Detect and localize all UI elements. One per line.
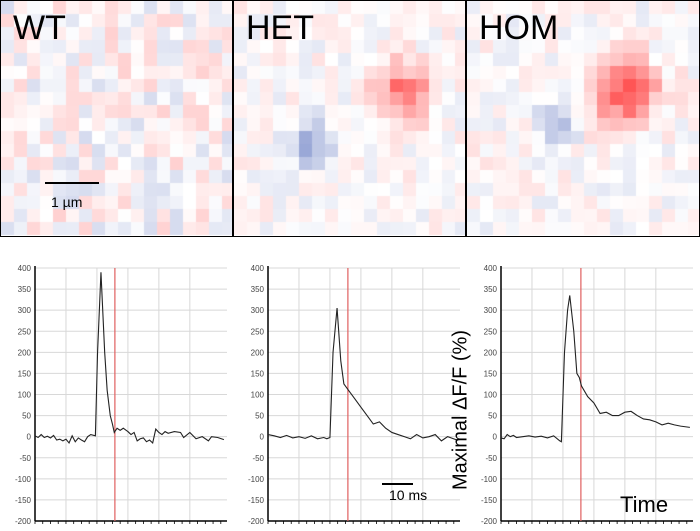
- time-scale-bar: [382, 483, 413, 485]
- heatmap-wt: WT 1 µm: [0, 0, 233, 237]
- heatmap-canvas: [234, 1, 465, 236]
- y-tick-label: 250: [18, 327, 32, 336]
- y-tick-label: 250: [484, 327, 498, 336]
- y-tick-label: 350: [251, 285, 265, 294]
- y-tick-label: -150: [248, 496, 265, 505]
- trace-line-hom: [500, 295, 690, 443]
- panel-label: HET: [246, 9, 314, 47]
- y-tick-label: -100: [15, 475, 32, 484]
- x-axis-label: Time: [620, 492, 669, 517]
- heatmap-canvas: [1, 1, 232, 236]
- y-tick-label: 0: [260, 433, 265, 442]
- y-tick-label: -50: [485, 454, 497, 463]
- y-tick-label: -200: [481, 517, 498, 526]
- y-axis-label: Maximal ΔF/F (%): [449, 329, 472, 491]
- heatmap-canvas: [467, 1, 699, 236]
- heatmap-hom: HOM: [466, 0, 700, 237]
- y-tick-label: 150: [251, 369, 265, 378]
- y-tick-label: 200: [484, 348, 498, 357]
- trace-charts: 400 350 300 250 200 150 100 50 0 -50 -100 -150 -200 4…: [15, 264, 693, 526]
- y-tick-label: -200: [248, 517, 265, 526]
- y-tick-label: 350: [18, 285, 32, 294]
- panel-label: HOM: [479, 9, 559, 47]
- y-tick-label: 400: [18, 264, 32, 273]
- y-tick-label: 100: [251, 391, 265, 400]
- y-tick-label: -50: [19, 454, 31, 463]
- y-tick-label: 0: [493, 433, 498, 442]
- trace-line-wt: [34, 272, 225, 445]
- y-tick-label: 300: [251, 306, 265, 315]
- y-tick-label: 350: [484, 285, 498, 294]
- y-tick-label: 150: [18, 369, 32, 378]
- y-tick-label: -100: [481, 475, 498, 484]
- y-tick-label: 300: [18, 306, 32, 315]
- y-tick-label: 200: [251, 348, 265, 357]
- y-tick-label: 50: [488, 412, 497, 421]
- y-tick-label: 100: [484, 391, 498, 400]
- y-tick-label: -50: [252, 454, 264, 463]
- y-tick-label: 50: [255, 412, 264, 421]
- y-tick-label: 0: [27, 433, 32, 442]
- heatmap-het: HET: [233, 0, 466, 237]
- y-tick-label: 200: [18, 348, 32, 357]
- y-tick-label: -200: [15, 517, 32, 526]
- y-tick-label: 300: [484, 306, 498, 315]
- scale-bar-label: 1 µm: [51, 194, 83, 210]
- y-tick-label: 400: [251, 264, 265, 273]
- scale-bar: [45, 182, 99, 184]
- y-tick-label: -100: [248, 475, 265, 484]
- y-tick-label: 100: [18, 391, 32, 400]
- y-tick-label: 250: [251, 327, 265, 336]
- time-scale-label: 10 ms: [389, 487, 428, 503]
- trace-line-het: [267, 308, 458, 442]
- y-tick-label: 50: [22, 412, 31, 421]
- y-tick-label: 400: [484, 264, 498, 273]
- y-tick-label: 150: [484, 369, 498, 378]
- y-tick-label: -150: [15, 496, 32, 505]
- panel-label: WT: [13, 9, 66, 47]
- y-tick-label: -150: [481, 496, 498, 505]
